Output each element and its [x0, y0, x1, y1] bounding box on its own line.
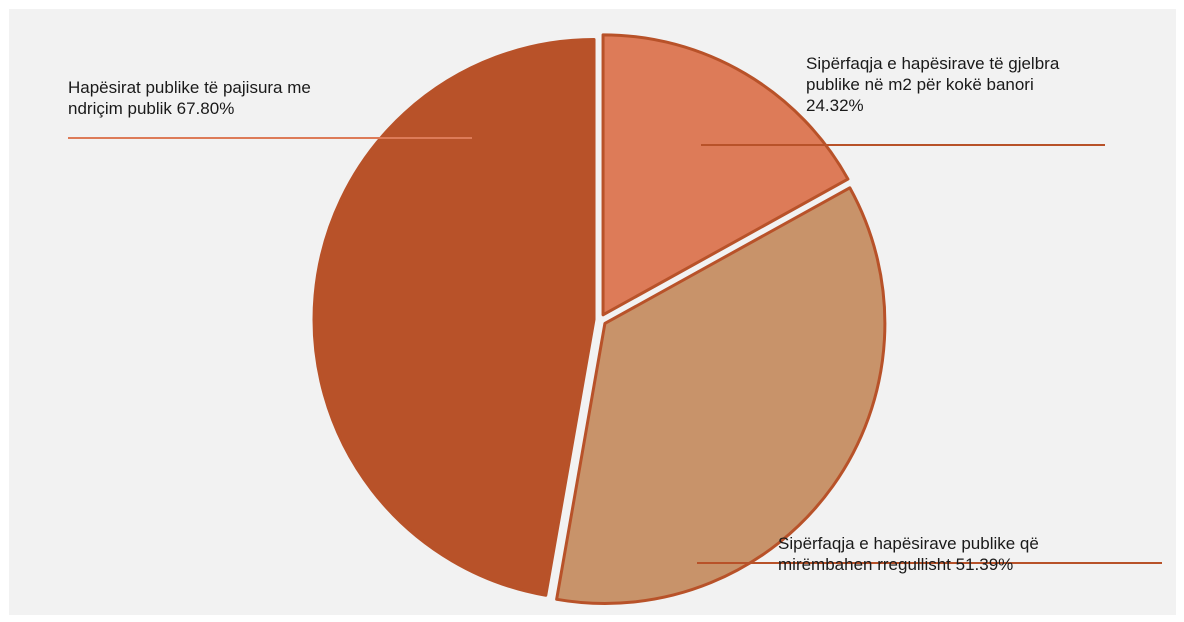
pie-slice-lighting [312, 37, 596, 597]
pie-slice-maintained-space [555, 186, 887, 605]
data-label-lighting: Hapësirat publike të pajisura me ndriçim… [68, 78, 311, 118]
data-label-green-space: Sipërfaqja e hapësirave të gjelbra publi… [806, 54, 1060, 115]
data-label-maintained-space: Sipërfaqja e hapësirave publike që mirëm… [778, 534, 1039, 574]
pie-slice-green-space [601, 33, 850, 317]
